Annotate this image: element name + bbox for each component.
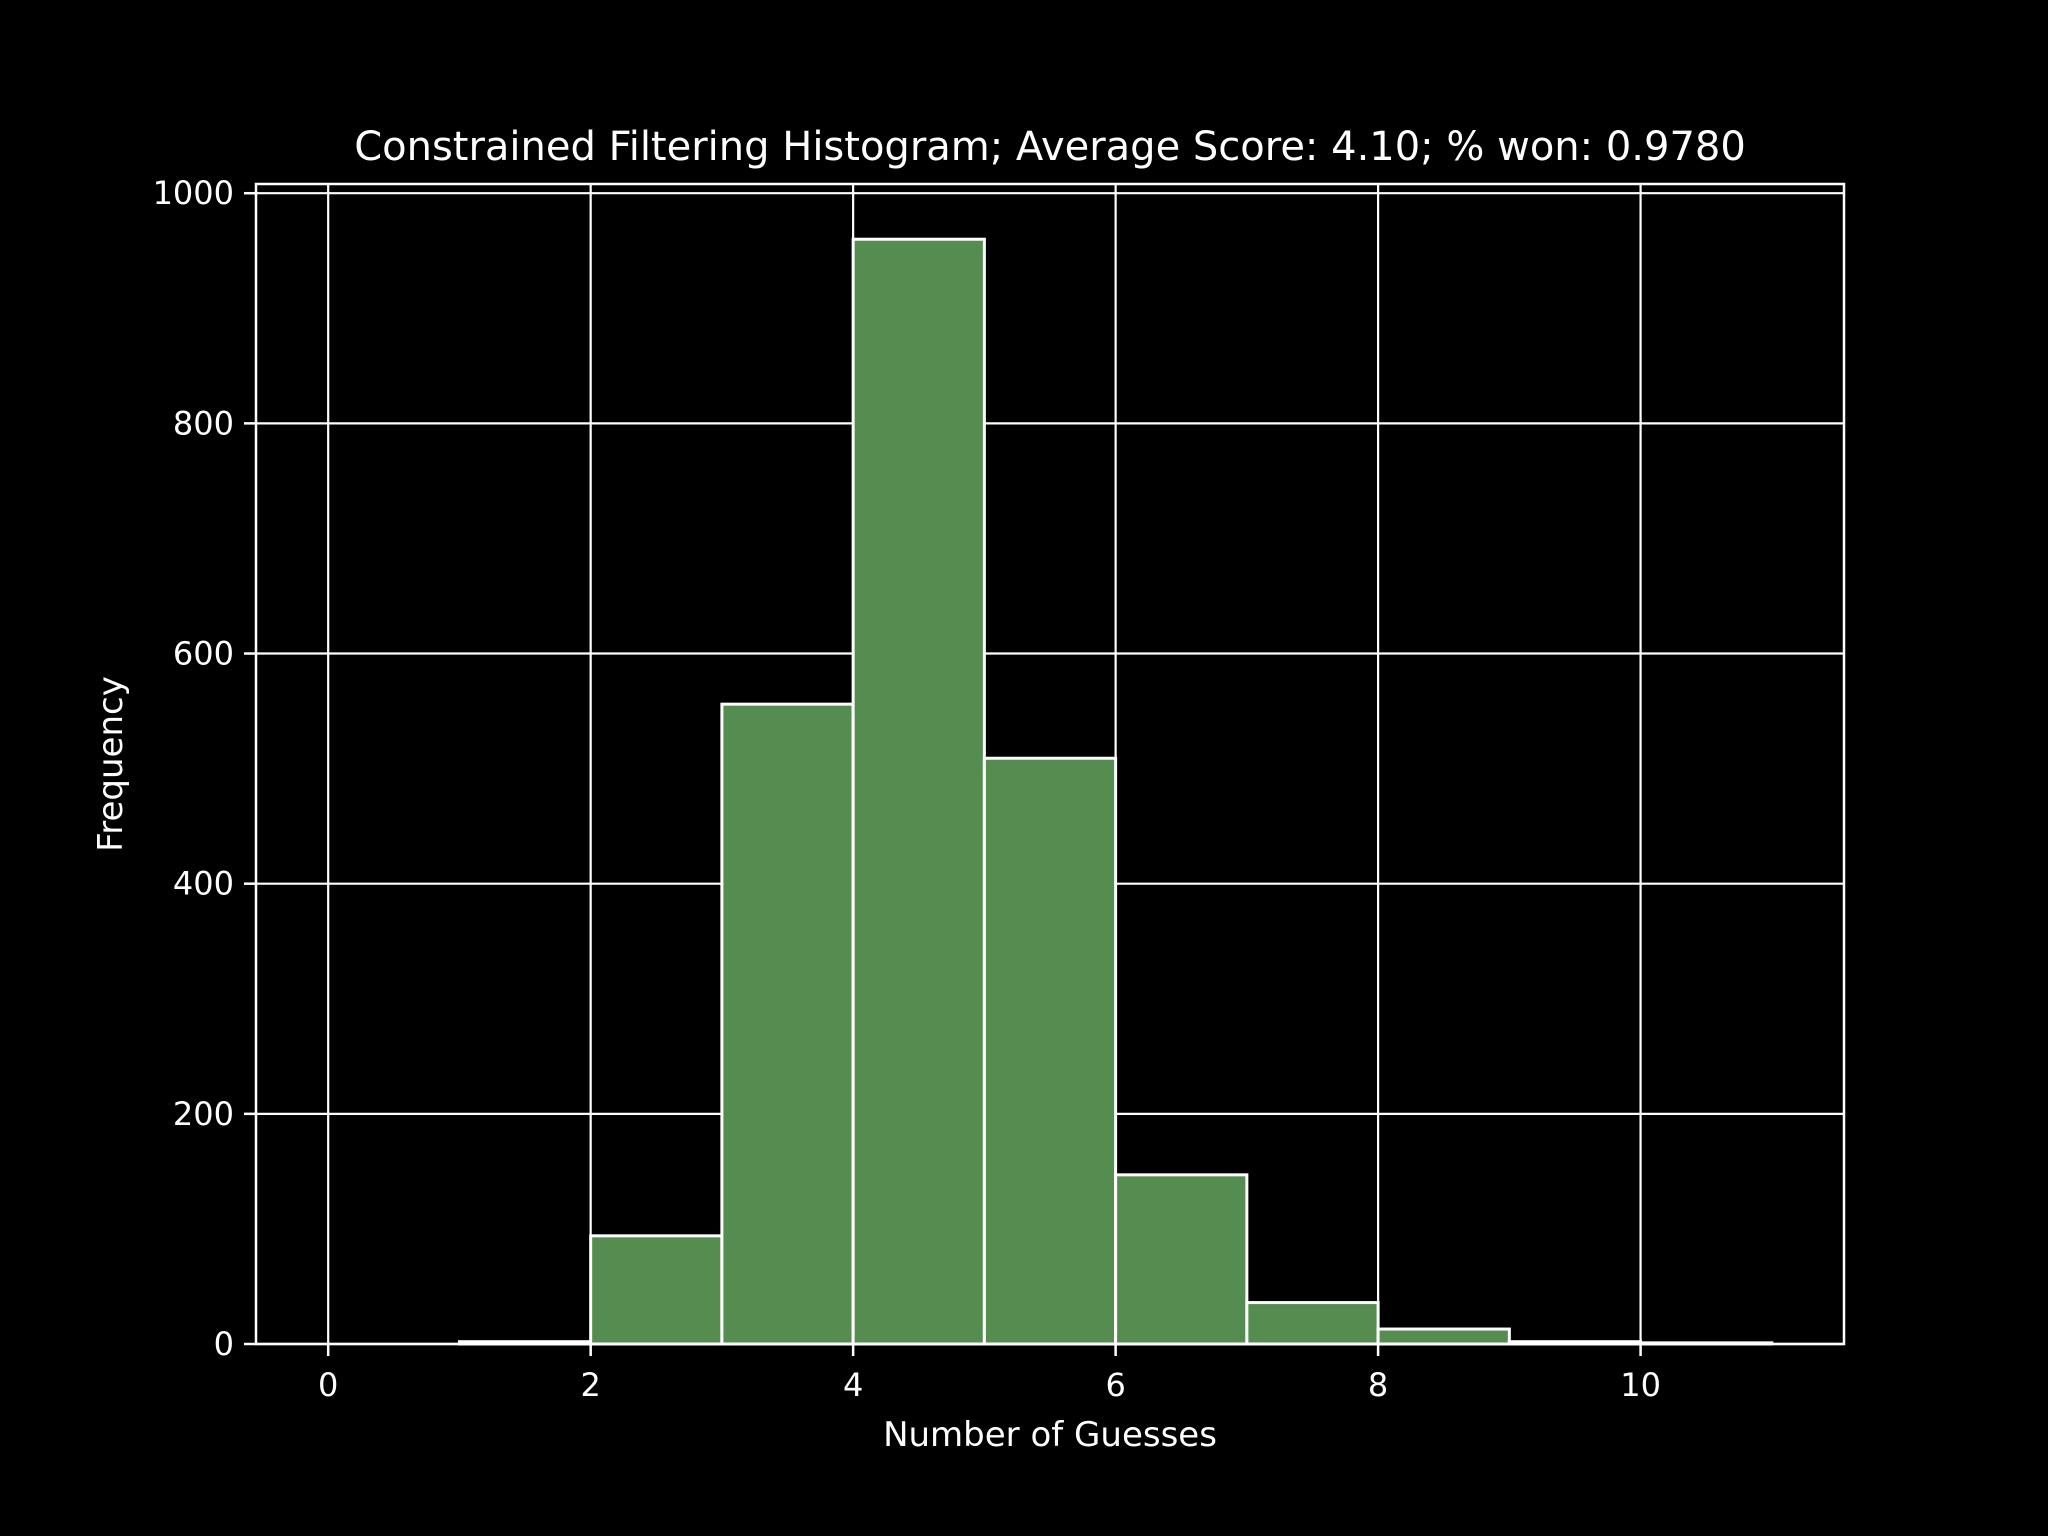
y-tick-label-0: 0 xyxy=(214,1325,234,1363)
x-tick-label-1: 2 xyxy=(580,1366,600,1404)
y-tick-label-4: 800 xyxy=(173,404,234,442)
y-tick-label-3: 600 xyxy=(173,635,234,673)
y-tick-label-2: 400 xyxy=(173,865,234,903)
x-axis-label: Number of Guesses xyxy=(883,1415,1217,1455)
histogram-bar-5 xyxy=(982,756,1118,1346)
histogram-bar-2 xyxy=(589,1234,724,1346)
histogram-bar-6 xyxy=(1114,1173,1249,1346)
x-tick-label-0: 0 xyxy=(318,1366,338,1404)
chart-title: Constrained Filtering Histogram; Average… xyxy=(354,124,1746,170)
y-axis-label: Frequency xyxy=(91,676,131,852)
x-tick-label-4: 8 xyxy=(1368,1366,1388,1404)
x-tick-label-3: 6 xyxy=(1105,1366,1125,1404)
x-tick-label-5: 10 xyxy=(1620,1366,1661,1404)
histogram-bar-3 xyxy=(720,702,855,1346)
histogram-bar-4 xyxy=(851,237,986,1346)
y-tick-label-5: 1000 xyxy=(153,174,234,212)
y-tick-label-1: 200 xyxy=(173,1095,234,1133)
axis-ticks: 0 2 4 6 8 10 0 200 400 600 800 1000 xyxy=(153,174,1661,1404)
x-tick-label-2: 4 xyxy=(843,1366,863,1404)
histogram-bar-8 xyxy=(1376,1327,1511,1346)
plot-frame xyxy=(254,182,1846,1346)
histogram-bars xyxy=(457,237,1774,1346)
histogram-bar-7 xyxy=(1245,1301,1380,1346)
